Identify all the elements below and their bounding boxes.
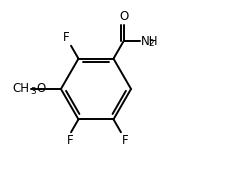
Text: CH: CH bbox=[12, 82, 29, 96]
Text: F: F bbox=[63, 31, 69, 44]
Text: F: F bbox=[122, 134, 128, 147]
Text: O: O bbox=[36, 82, 45, 96]
Text: F: F bbox=[67, 134, 73, 147]
Text: O: O bbox=[119, 10, 128, 23]
Text: 3: 3 bbox=[30, 87, 36, 96]
Text: NH: NH bbox=[141, 35, 158, 48]
Text: 2: 2 bbox=[148, 39, 154, 48]
